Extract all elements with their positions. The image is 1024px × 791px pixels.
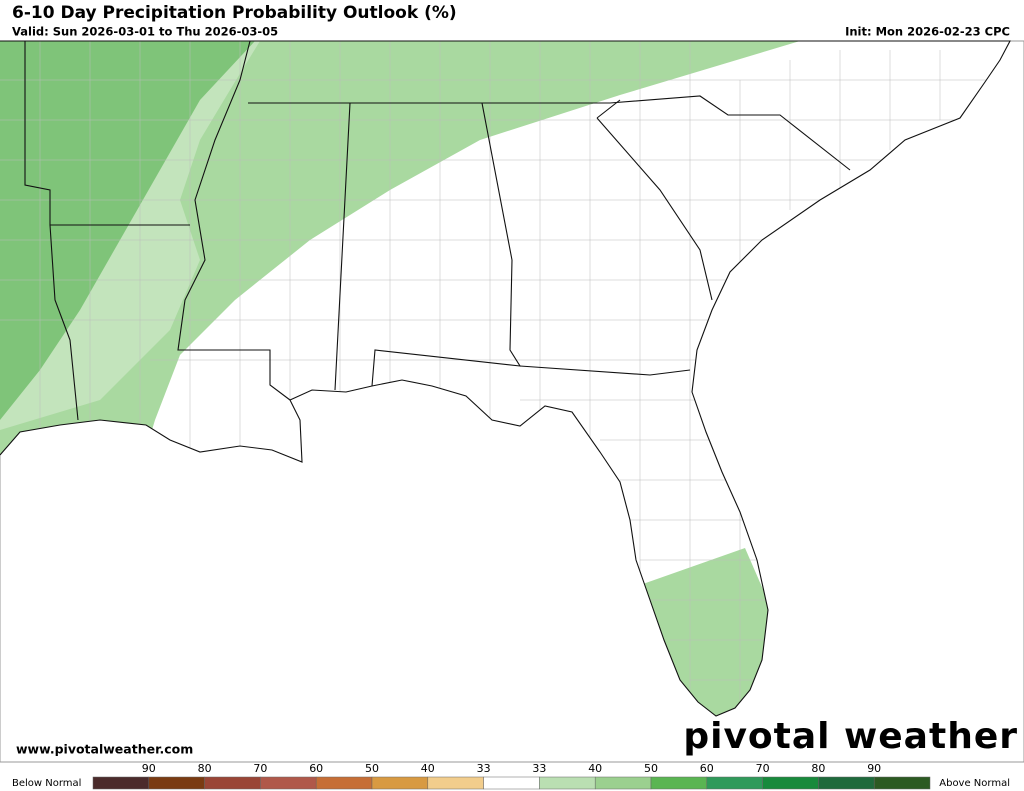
legend-swatch xyxy=(148,776,205,790)
border-ar-la xyxy=(24,41,190,421)
legend-swatch xyxy=(483,776,540,790)
init-time: Init: Mon 2026-02-23 CPC xyxy=(845,25,1010,39)
legend-tick-label: 60 xyxy=(700,762,714,775)
legend-swatch xyxy=(650,776,708,790)
legend-swatch xyxy=(260,776,317,790)
legend-swatch xyxy=(873,776,931,790)
legend-tick-label: 40 xyxy=(421,762,435,775)
outlook-shading xyxy=(0,41,1010,716)
legend-tick-label: 33 xyxy=(532,762,546,775)
legend-swatch xyxy=(762,776,819,790)
valid-time: Valid: Sun 2026-03-01 to Thu 2026-03-05 xyxy=(12,25,278,39)
logo: pivotal weather xyxy=(683,716,1018,757)
legend-swatch xyxy=(315,776,373,790)
coastline xyxy=(0,40,1011,717)
border-al xyxy=(334,102,522,391)
shade-50-60 xyxy=(0,41,255,420)
legend-swatch xyxy=(706,776,763,790)
legend-tick-label: 70 xyxy=(756,762,770,775)
legend-tick-label: 60 xyxy=(309,762,323,775)
legend-swatch xyxy=(539,776,596,790)
border-ms-river xyxy=(177,40,291,401)
legend-tick-label: 80 xyxy=(198,762,212,775)
shade-40-50 xyxy=(0,41,800,470)
legend-swatch xyxy=(371,776,429,790)
legend-below-label: Below Normal xyxy=(12,778,81,789)
legend-swatch xyxy=(427,776,484,790)
legend-tick-label: 33 xyxy=(477,762,491,775)
legend: Below Normal Above Normal 90 80 70 60 50 40 33… xyxy=(12,762,1010,790)
legend-tick-label: 70 xyxy=(253,762,267,775)
legend-swatch xyxy=(204,776,261,790)
border-ga xyxy=(519,99,713,376)
legend-tick-label: 40 xyxy=(588,762,602,775)
shade-florida xyxy=(640,548,772,716)
legend-tick-label: 50 xyxy=(644,762,658,775)
legend-swatch xyxy=(92,776,150,790)
legend-above-label: Above Normal xyxy=(939,778,1010,789)
website: www.pivotalweather.com xyxy=(16,742,193,757)
legend-tick-label: 90 xyxy=(142,762,156,775)
legend-tick-label: 80 xyxy=(811,762,825,775)
legend-tick-label: 50 xyxy=(365,762,379,775)
legend-swatch xyxy=(818,776,875,790)
state-borders xyxy=(0,40,1011,717)
map xyxy=(0,40,1024,763)
title: 6-10 Day Precipitation Probability Outlo… xyxy=(12,3,457,23)
border-tn xyxy=(248,95,851,171)
legend-swatch xyxy=(594,776,652,790)
legend-tick-label: 90 xyxy=(867,762,881,775)
